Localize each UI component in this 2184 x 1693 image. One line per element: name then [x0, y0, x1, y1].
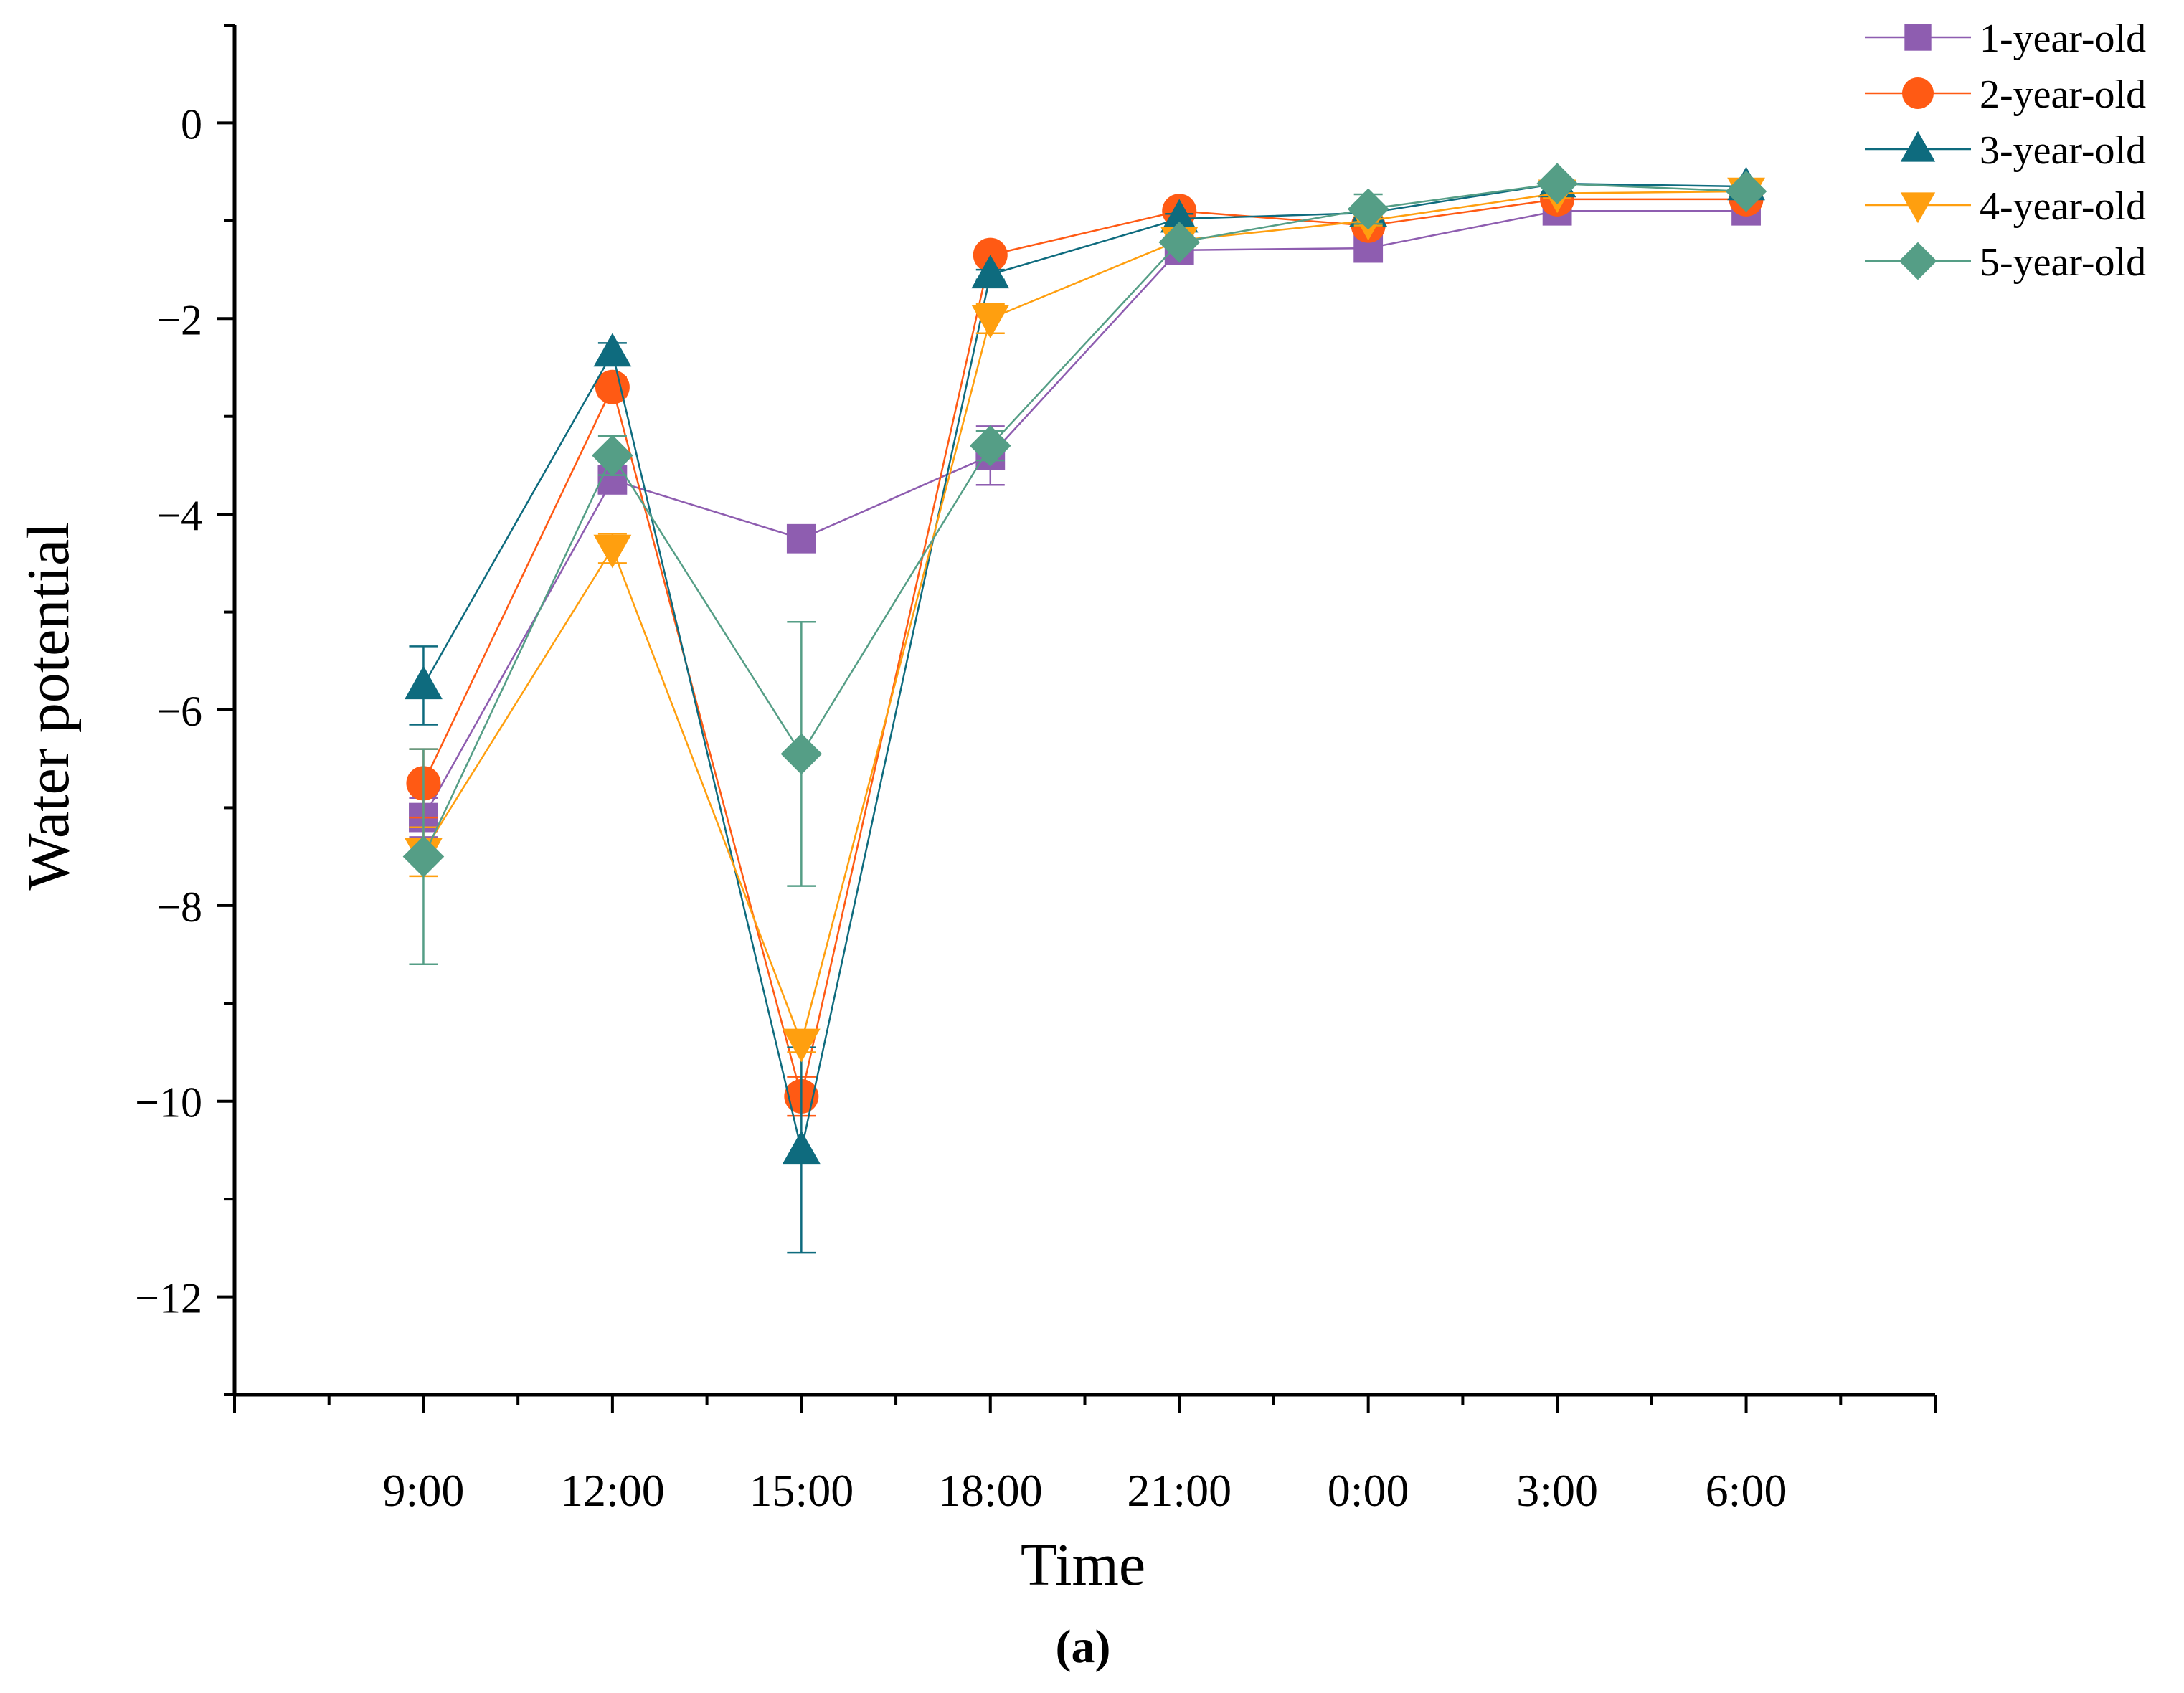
- data-point: [402, 835, 445, 878]
- legend: 1-year-old 2-year-old 3-year-old 4-year-old…: [1865, 16, 2146, 285]
- legend-marker: [1900, 192, 1936, 224]
- legend-item: 1-year-old: [1865, 16, 2146, 61]
- y-tick-label: −8: [156, 883, 202, 931]
- data-point: [1725, 171, 1767, 212]
- legend-item: 5-year-old: [1865, 240, 2146, 285]
- data-point: [971, 305, 1010, 338]
- series-line: [422, 209, 1746, 818]
- data-point: [592, 435, 633, 477]
- data-point: [782, 1028, 821, 1063]
- data-point: [786, 523, 816, 554]
- data-point: [1160, 199, 1199, 233]
- legend-marker: [1902, 77, 1934, 109]
- x-tick-label: 15:00: [749, 1465, 854, 1516]
- legend-label: 1-year-old: [1980, 16, 2146, 61]
- legend-label: 5-year-old: [1980, 240, 2146, 285]
- panel-label: (a): [1056, 1621, 1111, 1673]
- x-tick-label: 18:00: [938, 1465, 1043, 1516]
- y-tick-label: −10: [135, 1079, 202, 1127]
- data-point: [1347, 188, 1389, 230]
- y-tick-label: −12: [135, 1275, 202, 1322]
- data-point: [593, 333, 632, 367]
- x-tick-label: 12:00: [560, 1465, 665, 1516]
- legend-item: 2-year-old: [1865, 72, 2146, 117]
- y-tick-label: −2: [156, 296, 202, 343]
- legend-marker: [1900, 131, 1936, 162]
- series-line: [422, 190, 1746, 1045]
- data-point: [593, 534, 632, 569]
- legend-label: 4-year-old: [1980, 184, 2146, 229]
- legend-item: 3-year-old: [1865, 128, 2146, 173]
- x-axis-label: Time: [1021, 1532, 1145, 1598]
- y-tick-label: 0: [181, 100, 202, 148]
- y-tick-label: −4: [156, 492, 202, 539]
- legend-marker: [1899, 242, 1937, 280]
- legend-marker: [1904, 24, 1932, 51]
- y-tick-label: −6: [156, 688, 202, 735]
- y-axis-label: Water potential: [15, 522, 82, 890]
- data-point: [969, 425, 1011, 467]
- series-line: [422, 182, 1746, 858]
- x-tick-label: 6:00: [1706, 1465, 1787, 1516]
- data-point: [595, 369, 630, 404]
- x-tick-label: 3:00: [1516, 1465, 1598, 1516]
- legend-label: 3-year-old: [1980, 128, 2146, 173]
- data-point: [780, 733, 823, 775]
- legend-item: 4-year-old: [1865, 184, 2146, 229]
- data-series: [402, 163, 1767, 1254]
- axes: 0 −2 −4 −6 −8 −10 −12 9:00 12:00 15:00 18:00 21:00 0…: [135, 24, 1937, 1516]
- data-point: [405, 665, 443, 700]
- data-point: [1536, 163, 1578, 204]
- series-5-year-old: [402, 163, 1767, 965]
- data-point: [1158, 222, 1201, 263]
- legend-label: 2-year-old: [1980, 72, 2146, 117]
- x-tick-label: 9:00: [383, 1465, 465, 1516]
- data-point: [782, 1130, 821, 1165]
- x-tick-label: 21:00: [1127, 1465, 1232, 1516]
- x-tick-label: 0:00: [1328, 1465, 1409, 1516]
- data-point: [971, 255, 1010, 289]
